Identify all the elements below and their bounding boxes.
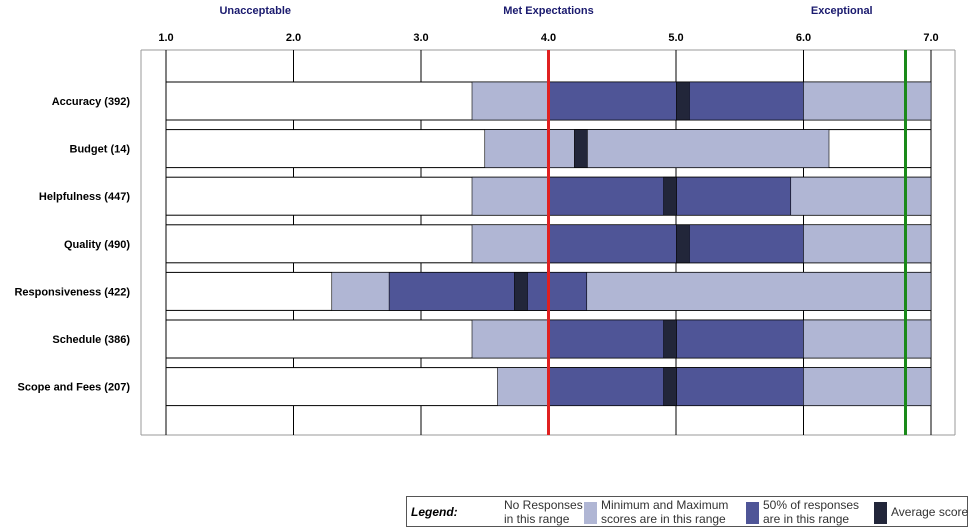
legend-item-fifty-pct: 50% of responses are in this range [746,498,867,526]
average-marker-responsiveness [514,272,528,311]
legend-label-no-responses: No Responses in this range [504,498,583,526]
fifty-pct-bar-responsiveness [388,272,588,311]
band-label-1: Unacceptable [219,5,291,17]
category-label-quality: Quality (490) [64,239,130,251]
average-marker-helpfulness [663,176,677,216]
x-tick-label-1: 1.0 [158,32,173,44]
x-tick-label-7: 7.0 [923,32,938,44]
legend-item-no-responses: No Responses in this range [487,498,586,526]
legend-swatch-average [874,502,887,524]
category-label-scope-and-fees: Scope and Fees (207) [18,382,131,394]
average-marker-accuracy [676,81,690,121]
minmax-bar-budget [484,129,830,168]
fifty-pct-bar-accuracy [548,81,804,121]
legend-label-min-max: Minimum and Maximum scores are in this r… [601,498,729,526]
category-label-accuracy: Accuracy (392) [52,96,131,108]
x-tick-label-2: 2.0 [286,32,301,44]
legend-swatch-no-responses [487,502,500,524]
average-marker-scope-and-fees [663,367,677,406]
band-label-2: Met Expectations [503,5,593,17]
fifty-pct-bar-quality [548,224,804,264]
legend-label-average: Average score [891,505,969,519]
band-label-3: Exceptional [811,5,873,17]
x-tick-label-5: 5.0 [668,32,683,44]
category-label-responsiveness: Responsiveness (422) [14,286,130,298]
average-marker-quality [676,224,690,264]
legend-item-average: Average score [874,498,971,524]
x-tick-label-4: 4.0 [541,32,556,44]
range-bar-chart: Unacceptable Met Expectations Exceptional 1… [14,5,956,436]
category-label-schedule: Schedule (386) [52,334,130,346]
x-tick-label-6: 6.0 [796,32,811,44]
x-tick-label-3: 3.0 [413,32,428,44]
category-label-helpfulness: Helpfulness (447) [39,191,130,203]
category-label-budget: Budget (14) [70,144,131,156]
average-marker-schedule [663,319,677,359]
legend-item-min-max: Minimum and Maximum scores are in this r… [584,498,741,526]
chart-legend: Legend: No Responses in this range Minim… [406,496,968,527]
legend-title: Legend: [411,505,458,519]
legend-swatch-fifty-pct [746,502,759,524]
average-marker-budget [574,129,588,168]
legend-label-fifty-pct: 50% of responses are in this range [763,498,860,526]
legend-swatch-min-max [584,502,597,524]
